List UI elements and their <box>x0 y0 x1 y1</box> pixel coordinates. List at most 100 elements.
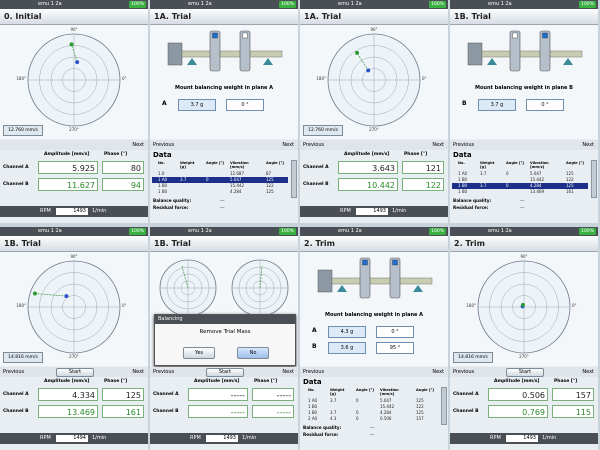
title-bar: 1A. Trial <box>150 9 298 25</box>
plane-label: A <box>162 100 167 107</box>
rpm-label: RPM <box>190 435 201 441</box>
polar-label: 270° <box>69 127 79 132</box>
data-cell: 1 A0 <box>158 177 168 182</box>
quality-label: Balance quality: <box>153 198 192 203</box>
start-button[interactable]: Start <box>56 368 94 377</box>
data-cell: 2 A0 <box>308 416 318 421</box>
amplitude-badge: 12.760 mm/s <box>3 125 43 136</box>
data-cell: 4.284 <box>230 189 242 194</box>
reading-header: Amplitude [mm/s] <box>494 379 540 384</box>
channel-label: Channel B <box>153 409 179 414</box>
previous-button[interactable]: Previous <box>303 142 325 148</box>
data-cell: 3.7 <box>480 183 487 188</box>
yes-button[interactable]: Yes <box>183 347 215 359</box>
weight-mass[interactable]: 3.7 g <box>178 99 216 111</box>
data-header: Angle [°] <box>566 161 584 165</box>
next-button[interactable]: Next <box>582 369 594 375</box>
rpm-value: 1493 <box>356 208 388 215</box>
phase-value: 157 <box>552 388 594 401</box>
scrollbar <box>441 387 447 425</box>
title-bar: 1A. Trial <box>300 9 448 25</box>
navigation-bar: Previous Start Next <box>450 367 598 377</box>
polar-label: 90° <box>520 254 527 259</box>
next-button[interactable]: Next <box>432 142 444 148</box>
data-cell: 1 B0 <box>158 189 168 194</box>
title-bar: 2. Trim <box>300 236 448 252</box>
weight-marker <box>212 32 218 39</box>
polar-label: 270° <box>519 354 529 359</box>
no-button[interactable]: No <box>237 347 269 359</box>
vector-point <box>75 60 80 65</box>
device-name: emu 1 2a <box>38 228 62 234</box>
data-cell: 0 <box>356 416 359 421</box>
shaft <box>481 50 583 58</box>
next-button[interactable]: Next <box>282 369 294 375</box>
title-bar: 1B. Trial <box>0 236 148 252</box>
next-button[interactable]: Next <box>432 369 444 375</box>
next-button[interactable]: Next <box>282 142 294 148</box>
data-header: Weight [g] <box>330 388 345 396</box>
quality-value: --- <box>370 425 375 430</box>
channel-label: Channel A <box>3 392 29 397</box>
selected-row <box>152 177 288 183</box>
previous-button[interactable]: Previous <box>453 369 475 375</box>
rpm-bar: RPM 1493 1/min <box>450 433 598 444</box>
amplitude-value: 0.769 <box>488 405 548 418</box>
status-bar: emu 1 2a 100% <box>0 0 148 9</box>
navigation-bar: Previous Next <box>300 140 448 150</box>
scrollbar <box>291 160 297 198</box>
data-header: Weight [g] <box>180 161 195 169</box>
weight-mass[interactable]: 4.3 g <box>328 326 366 338</box>
battery: 100% <box>279 1 296 8</box>
amplitude-badge: 12.760 mm/s <box>303 125 343 136</box>
weight-angle[interactable]: 0 ° <box>226 99 264 111</box>
next-button[interactable]: Next <box>582 142 594 148</box>
weight-mass[interactable]: 3.7 g <box>478 99 516 111</box>
data-cell: 0 <box>356 398 359 403</box>
device-name: emu 1 2a <box>488 1 512 7</box>
weight-mass[interactable]: 3.6 g <box>328 342 366 354</box>
rpm-label: RPM <box>490 435 501 441</box>
content-area: 90° 0° 270° 180° 14.816 mm/s <box>0 252 148 366</box>
instruction: Mount balancing weight in plane A <box>324 312 424 318</box>
weight-angle[interactable]: 95 ° <box>376 342 414 354</box>
polar-plot: 90° 0° 270° 180° <box>316 27 426 132</box>
dialog-message: Remove Trial Mass <box>199 329 251 335</box>
previous-button[interactable]: Previous <box>303 369 325 375</box>
next-button[interactable]: Next <box>132 369 144 375</box>
vector-point <box>521 302 526 307</box>
reading-header: Amplitude [mm/s] <box>194 379 240 384</box>
start-button[interactable]: Start <box>506 368 544 377</box>
reading-header: Amplitude [mm/s] <box>44 379 90 384</box>
data-header: Vibration [mm/s] <box>530 161 549 169</box>
navigation-bar: Next <box>0 140 148 150</box>
data-cell: 125 <box>266 189 274 194</box>
reading-header: Amplitude [mm/s] <box>344 152 390 157</box>
data-cell: 125 <box>566 183 574 188</box>
previous-button[interactable]: Previous <box>153 369 175 375</box>
start-button[interactable]: Start <box>206 368 244 377</box>
data-cell: 157 <box>416 416 424 421</box>
title-bar: 0. Initial <box>0 9 148 25</box>
reading-header: Phase [°] <box>104 152 128 157</box>
previous-button[interactable]: Previous <box>153 142 175 148</box>
navigation-bar: Previous Next <box>300 367 448 377</box>
polar-label: 180° <box>16 76 26 81</box>
data-cell: 4.284 <box>380 410 392 415</box>
data-cell: 122 <box>566 177 574 182</box>
device-screen: emu 1 2a 100% 1B. Trial Mount balancing wei… <box>450 0 598 223</box>
rotor-diagram <box>167 30 283 72</box>
previous-button[interactable]: Previous <box>3 369 25 375</box>
content-area: 90° 0° 270° 180° 14.816 mm/s <box>450 252 598 366</box>
data-cell: 5.047 <box>230 177 242 182</box>
status-bar: emu 1 2a 100% <box>450 0 598 9</box>
disc <box>239 30 251 72</box>
weight-angle[interactable]: 0 ° <box>526 99 564 111</box>
status-bar: emu 1 2a 100% <box>450 227 598 236</box>
weight-angle[interactable]: 0 ° <box>376 326 414 338</box>
next-button[interactable]: Next <box>132 142 144 148</box>
quality-label: Residual force: <box>303 432 339 437</box>
battery: 100% <box>129 1 146 8</box>
previous-button[interactable]: Previous <box>453 142 475 148</box>
quality-label: Balance quality: <box>453 198 492 203</box>
